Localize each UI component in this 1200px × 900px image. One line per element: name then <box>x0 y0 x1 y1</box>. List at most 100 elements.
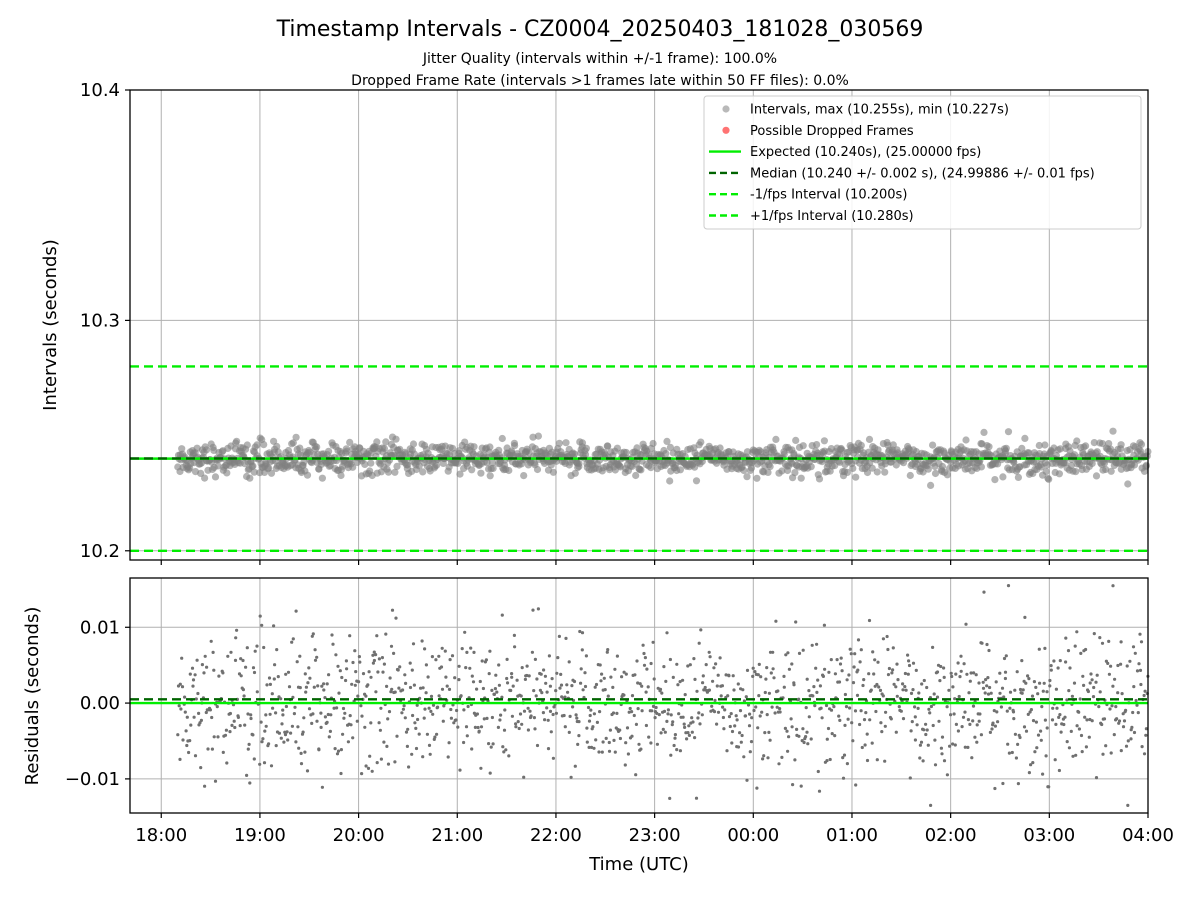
residual-point <box>490 715 494 720</box>
residual-point <box>871 650 875 654</box>
residual-point <box>272 624 276 628</box>
residual-point <box>374 653 378 657</box>
interval-point <box>1067 462 1075 470</box>
residual-point <box>572 679 577 684</box>
residual-point <box>1003 676 1008 681</box>
residual-point <box>742 755 746 759</box>
residual-point <box>310 721 314 726</box>
interval-point <box>243 441 251 449</box>
interval-point <box>349 463 357 471</box>
residual-point <box>655 711 659 716</box>
residual-point <box>639 747 643 751</box>
residual-point <box>1028 710 1032 714</box>
residual-point <box>1054 722 1058 727</box>
intervals-panel: 10.2 10.3 10.4 Intervals (seconds) <box>40 80 1152 565</box>
interval-point <box>663 437 671 445</box>
residual-point <box>502 750 506 754</box>
residual-point <box>1024 729 1029 733</box>
residual-point <box>993 786 997 791</box>
residual-point <box>687 724 691 728</box>
residual-point <box>415 703 419 707</box>
residual-point <box>1020 691 1024 695</box>
residual-point <box>833 734 837 738</box>
interval-point <box>404 461 412 469</box>
residual-point <box>554 711 559 715</box>
residual-point <box>535 743 540 748</box>
residual-point <box>294 609 298 613</box>
residual-point <box>298 654 302 658</box>
residual-point <box>745 778 749 782</box>
residual-point <box>287 685 292 689</box>
residual-point <box>661 727 665 732</box>
interval-point <box>778 467 786 475</box>
residual-point <box>851 681 856 685</box>
residual-point <box>1002 656 1007 661</box>
residual-point <box>913 738 918 742</box>
residual-point <box>931 723 935 728</box>
residual-point <box>952 712 956 716</box>
residual-point <box>386 762 391 766</box>
residual-point <box>732 688 736 692</box>
residual-point <box>313 658 318 662</box>
residual-point <box>1080 750 1084 754</box>
residual-point <box>427 706 431 710</box>
residual-point <box>183 710 187 714</box>
residual-point <box>449 707 453 712</box>
interval-point <box>346 438 354 446</box>
residual-point <box>830 732 834 736</box>
residual-point <box>916 706 920 711</box>
residual-point <box>322 682 326 686</box>
residual-point <box>659 731 663 735</box>
interval-point <box>772 435 780 443</box>
residuals-y-axis-label: Residuals (seconds) <box>22 607 43 786</box>
residual-point <box>716 710 721 714</box>
residual-point <box>265 683 269 687</box>
legend-label: Median (10.240 +/- 0.002 s), (24.99886 +… <box>750 166 1095 181</box>
interval-point <box>1035 441 1043 450</box>
residual-point <box>395 734 399 738</box>
residual-point <box>660 691 664 695</box>
residual-point <box>527 674 531 678</box>
residual-point <box>843 723 847 728</box>
residual-point <box>1032 680 1036 684</box>
residual-point <box>505 676 509 681</box>
interval-point <box>456 470 464 478</box>
residual-point <box>375 634 379 638</box>
residual-point <box>835 658 839 662</box>
residual-point <box>355 719 359 723</box>
residual-point <box>1035 746 1039 750</box>
residual-point <box>983 691 987 695</box>
residual-point <box>975 723 979 727</box>
residual-point <box>682 722 686 726</box>
residual-point <box>281 713 285 717</box>
residual-point <box>518 712 523 716</box>
residual-point <box>540 691 544 695</box>
interval-point <box>766 463 774 471</box>
residual-point <box>293 705 297 709</box>
residual-point <box>459 694 463 698</box>
residual-point <box>969 671 973 675</box>
residual-point <box>985 684 989 688</box>
residual-point <box>452 721 456 725</box>
residual-point <box>856 668 860 672</box>
residual-point <box>666 712 670 716</box>
residual-point <box>1024 681 1028 685</box>
residual-point <box>671 675 675 680</box>
residual-point <box>340 675 344 680</box>
interval-point <box>178 445 186 453</box>
residual-point <box>1111 684 1115 688</box>
interval-point <box>753 474 761 482</box>
residual-point <box>625 726 630 730</box>
residual-point <box>887 666 892 671</box>
residual-point <box>593 685 597 689</box>
residual-point <box>797 697 801 701</box>
residual-point <box>449 716 453 720</box>
residual-point <box>673 736 677 740</box>
residual-point <box>1100 641 1105 645</box>
residual-point <box>662 665 666 669</box>
residual-point <box>636 707 640 711</box>
interval-point <box>849 464 857 472</box>
residual-point <box>1047 785 1051 789</box>
interval-point <box>662 450 670 458</box>
residual-point <box>847 673 851 677</box>
